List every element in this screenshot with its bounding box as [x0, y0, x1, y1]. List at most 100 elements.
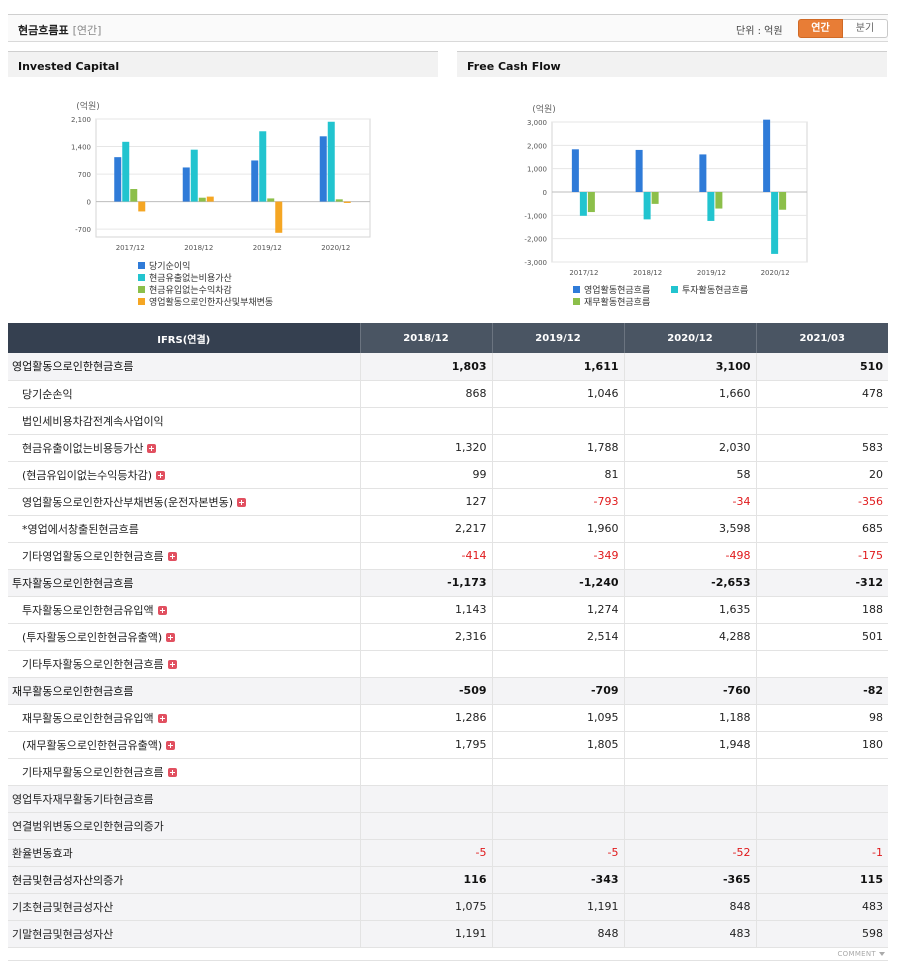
table-row: 환율변동효과 -5 -5 -52 -1 — [8, 839, 888, 867]
expand-plus-icon[interactable] — [166, 740, 176, 750]
bar[interactable] — [779, 192, 787, 210]
bar[interactable] — [259, 131, 267, 202]
table-row: 영업활동으로인한자산부채변동(운전자본변동) 127 -793 -34 -356 — [8, 488, 888, 516]
bar[interactable] — [206, 196, 214, 202]
bar[interactable] — [699, 154, 707, 192]
section-subtitle: [연간] — [72, 24, 102, 37]
table-cell: -498 — [623, 542, 756, 570]
x-tick-label: 2019/12 — [697, 269, 726, 277]
expand-plus-icon[interactable] — [167, 767, 177, 777]
table-cell: -175 — [755, 542, 888, 570]
bar[interactable] — [571, 149, 579, 192]
row-label-text: 재무활동으로인한현금흐름 — [12, 684, 134, 698]
row-label: 영업활동으로인한자산부채변동(운전자본변동) — [8, 488, 360, 516]
row-label: 재무활동으로인한현금흐름 — [8, 677, 360, 705]
row-label-text: 기타투자활동으로인한현금흐름 — [22, 657, 164, 671]
expand-plus-icon[interactable] — [157, 713, 167, 723]
table-cell — [491, 758, 624, 786]
table-cell: 20 — [755, 461, 888, 489]
bar[interactable] — [579, 192, 587, 216]
tab-quarter[interactable]: 분기 — [843, 19, 888, 38]
x-tick-label: 2018/12 — [184, 244, 213, 252]
table-cell: 127 — [359, 488, 492, 516]
table-row: 재무활동으로인한현금유입액 1,286 1,095 1,188 98 — [8, 704, 888, 732]
expand-plus-icon[interactable] — [147, 443, 157, 453]
comment-toggle[interactable]: COMMENT — [837, 950, 885, 958]
invested-capital-chart: (억원) 2,100 1,400 700 0 -700 2017/12 2018/12 2019… — [71, 100, 371, 308]
bar[interactable] — [327, 121, 335, 202]
table-cell: 1,286 — [359, 704, 492, 732]
chart-title-free-cash-flow: Free Cash Flow — [457, 51, 887, 77]
table-cell: -34 — [623, 488, 756, 516]
table-cell: 99 — [359, 461, 492, 489]
table-row: *영업에서창출된현금흐름 2,217 1,960 3,598 685 — [8, 515, 888, 543]
table-cell: 1,046 — [491, 380, 624, 408]
bar[interactable] — [319, 136, 327, 202]
row-label-text: 기타영업활동으로인한현금흐름 — [22, 549, 164, 563]
bar[interactable] — [198, 197, 206, 202]
table-cell — [491, 812, 624, 840]
bar[interactable] — [715, 192, 723, 209]
table-cell: 1,095 — [491, 704, 624, 732]
table-cell — [359, 407, 492, 435]
bar[interactable] — [267, 198, 275, 202]
bar[interactable] — [251, 160, 259, 202]
bar[interactable] — [182, 167, 190, 202]
row-label: 재무활동으로인한현금유입액 — [8, 704, 360, 732]
bar[interactable] — [130, 189, 138, 202]
row-label-text: 법인세비용차감전계속사업이익 — [22, 414, 164, 428]
legend-swatch — [138, 298, 145, 305]
bar[interactable] — [771, 192, 779, 254]
table-cell: -312 — [755, 569, 888, 597]
row-label-text: (재무활동으로인한현금유출액) — [22, 738, 163, 752]
expand-plus-icon[interactable] — [157, 605, 167, 615]
legend-label: 영업활동현금흐름 — [584, 284, 650, 296]
expand-plus-icon[interactable] — [236, 497, 246, 507]
table-cell: 4,288 — [623, 623, 756, 651]
bar[interactable] — [335, 199, 343, 202]
table-row: 법인세비용차감전계속사업이익 — [8, 407, 888, 435]
row-label-text: 기타재무활동으로인한현금흐름 — [22, 765, 164, 779]
legend-label: 재무활동현금흐름 — [584, 296, 650, 308]
bar[interactable] — [122, 141, 130, 202]
bar[interactable] — [651, 192, 659, 204]
bar[interactable] — [190, 149, 198, 202]
table-row: 투자활동으로인한현금흐름 -1,173 -1,240 -2,653 -312 — [8, 569, 888, 597]
table-row: 현금및현금성자산의증가 116 -343 -365 115 — [8, 866, 888, 894]
table-row: 영업활동으로인한현금흐름 1,803 1,611 3,100 510 — [8, 353, 888, 381]
bar[interactable] — [635, 149, 643, 192]
table-cell — [491, 650, 624, 678]
bar[interactable] — [343, 201, 351, 203]
expand-plus-icon[interactable] — [166, 632, 176, 642]
row-label-text: 재무활동으로인한현금유입액 — [22, 711, 154, 725]
bar[interactable] — [275, 201, 283, 233]
bar[interactable] — [587, 192, 595, 213]
y-tick-label: -2,000 — [524, 236, 547, 244]
x-tick-label: 2020/12 — [321, 244, 350, 252]
legend-label: 영업활동으로인한자산및부채변동 — [149, 296, 273, 308]
period-toggle: 연간 분기 — [798, 19, 888, 38]
row-label: 당기순손익 — [8, 380, 360, 408]
tab-annual[interactable]: 연간 — [798, 19, 843, 38]
expand-plus-icon[interactable] — [167, 551, 177, 561]
bar[interactable] — [138, 201, 146, 212]
bar[interactable] — [643, 192, 651, 220]
row-label: 투자활동으로인한현금흐름 — [8, 569, 360, 597]
bar[interactable] — [763, 119, 771, 192]
legend-label: 투자활동현금흐름 — [682, 284, 748, 296]
bar[interactable] — [707, 192, 715, 221]
bar[interactable] — [114, 157, 122, 202]
expand-plus-icon[interactable] — [167, 659, 177, 669]
column-header: 2018/12 — [359, 323, 492, 353]
table-cell: 1,274 — [491, 596, 624, 624]
expand-plus-icon[interactable] — [156, 470, 166, 480]
row-label: 현금및현금성자산의증가 — [8, 866, 360, 894]
table-cell — [755, 650, 888, 678]
row-label-text: 연결범위변동으로인한현금의증가 — [12, 819, 164, 833]
legend-swatch — [138, 286, 145, 293]
row-label: 연결범위변동으로인한현금의증가 — [8, 812, 360, 840]
column-header: 2021/03 — [755, 323, 888, 353]
table-cell: 483 — [755, 893, 888, 921]
table-cell: -2,653 — [623, 569, 756, 597]
row-label: 영업투자재무활동기타현금흐름 — [8, 785, 360, 813]
